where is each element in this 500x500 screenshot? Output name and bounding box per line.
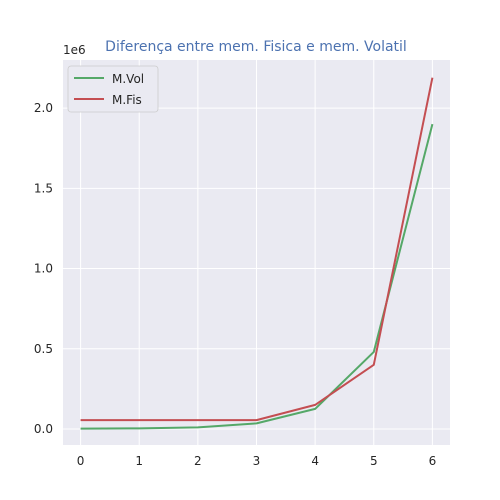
series-line-m-vol (80, 123, 434, 430)
y-tick-label: 2.0 (34, 101, 53, 115)
y-tick-label: 0.5 (34, 342, 53, 356)
x-tick-label: 4 (311, 454, 319, 468)
y-offset-label: 1e6 (63, 43, 86, 57)
legend-label-m-vol: M.Vol (112, 72, 144, 86)
chart-title: Diferença entre mem. Fisica e mem. Volat… (105, 39, 407, 55)
legend-label-m-fis: M.Fis (112, 93, 142, 107)
series-line-m-fis (80, 77, 434, 422)
x-tick-label: 6 (429, 454, 437, 468)
y-tick-label: 1.0 (34, 262, 53, 276)
x-tick-label: 1 (135, 454, 143, 468)
x-tick-label: 2 (194, 454, 202, 468)
series-layer (80, 77, 434, 430)
legend: M.Vol M.Fis (67, 65, 159, 113)
y-axis: 0.0 0.5 1.0 1.5 2.0 (34, 101, 53, 436)
x-tick-label: 3 (253, 454, 261, 468)
x-axis: 0 1 2 3 4 5 6 (77, 454, 436, 468)
x-tick-label: 5 (370, 454, 378, 468)
x-tick-label: 0 (77, 454, 85, 468)
y-tick-label: 0.0 (34, 422, 53, 436)
y-tick-label: 1.5 (34, 181, 53, 195)
